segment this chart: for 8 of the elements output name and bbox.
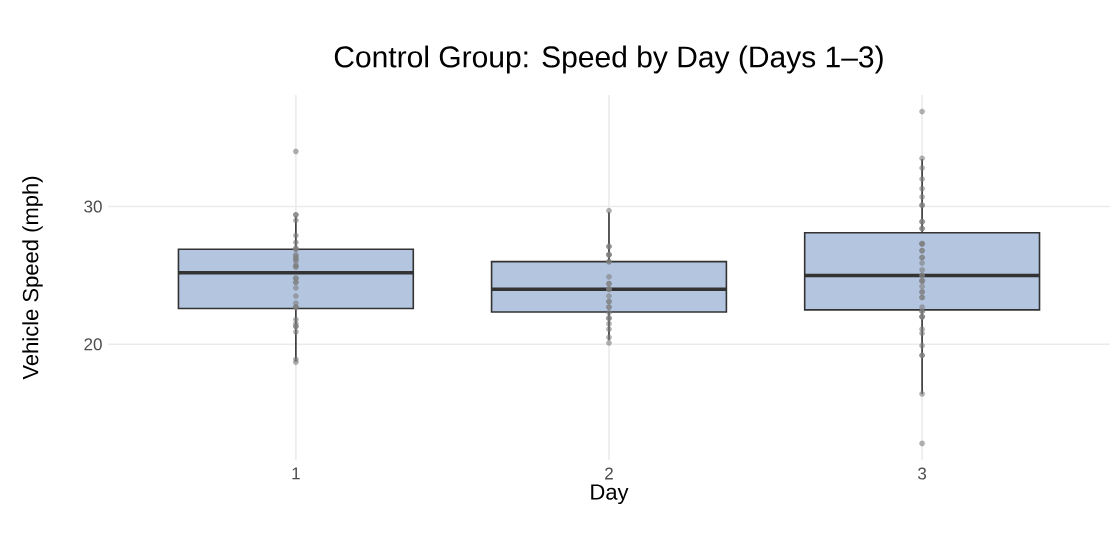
x-tick-label: 2 [605,467,613,480]
x-tick-label: 3 [918,467,927,480]
y-tick-label: 30 [84,200,102,213]
x-tick-label: 1 [292,467,300,480]
y-tick-label: 20 [84,338,102,351]
chart-title: Control Group: Speed by Day (Days 1–3) [334,45,883,74]
y-axis-title: Vehicle Speed (mph) [22,176,43,380]
x-axis-title: Day [591,484,629,505]
